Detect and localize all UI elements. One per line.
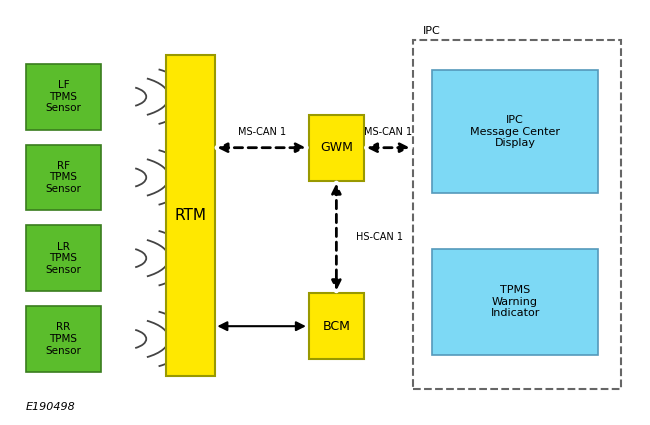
Bar [26,306,101,372]
Bar [26,225,101,291]
Bar [26,144,101,210]
Text: HS-CAN 1: HS-CAN 1 [356,232,403,242]
Bar [26,64,101,130]
Bar [309,293,364,359]
Text: BCM: BCM [322,320,350,333]
Bar [166,55,214,376]
Text: MS-CAN 1: MS-CAN 1 [237,127,286,137]
Bar [309,115,364,181]
Bar [432,70,598,193]
Text: LR
TPMS
Sensor: LR TPMS Sensor [46,241,81,275]
Text: RF
TPMS
Sensor: RF TPMS Sensor [46,161,81,194]
Text: IPC: IPC [422,26,440,36]
Text: TPMS
Warning
Indicator: TPMS Warning Indicator [491,285,540,318]
Bar [432,249,598,355]
Text: GWM: GWM [320,141,353,154]
Text: MS-CAN 1: MS-CAN 1 [364,127,413,137]
Text: IPC
Message Center
Display: IPC Message Center Display [470,115,560,148]
Bar [413,40,621,389]
Text: LF
TPMS
Sensor: LF TPMS Sensor [46,80,81,113]
Text: RTM: RTM [174,208,206,223]
Text: RR
TPMS
Sensor: RR TPMS Sensor [46,322,81,356]
Text: E190498: E190498 [26,402,76,412]
